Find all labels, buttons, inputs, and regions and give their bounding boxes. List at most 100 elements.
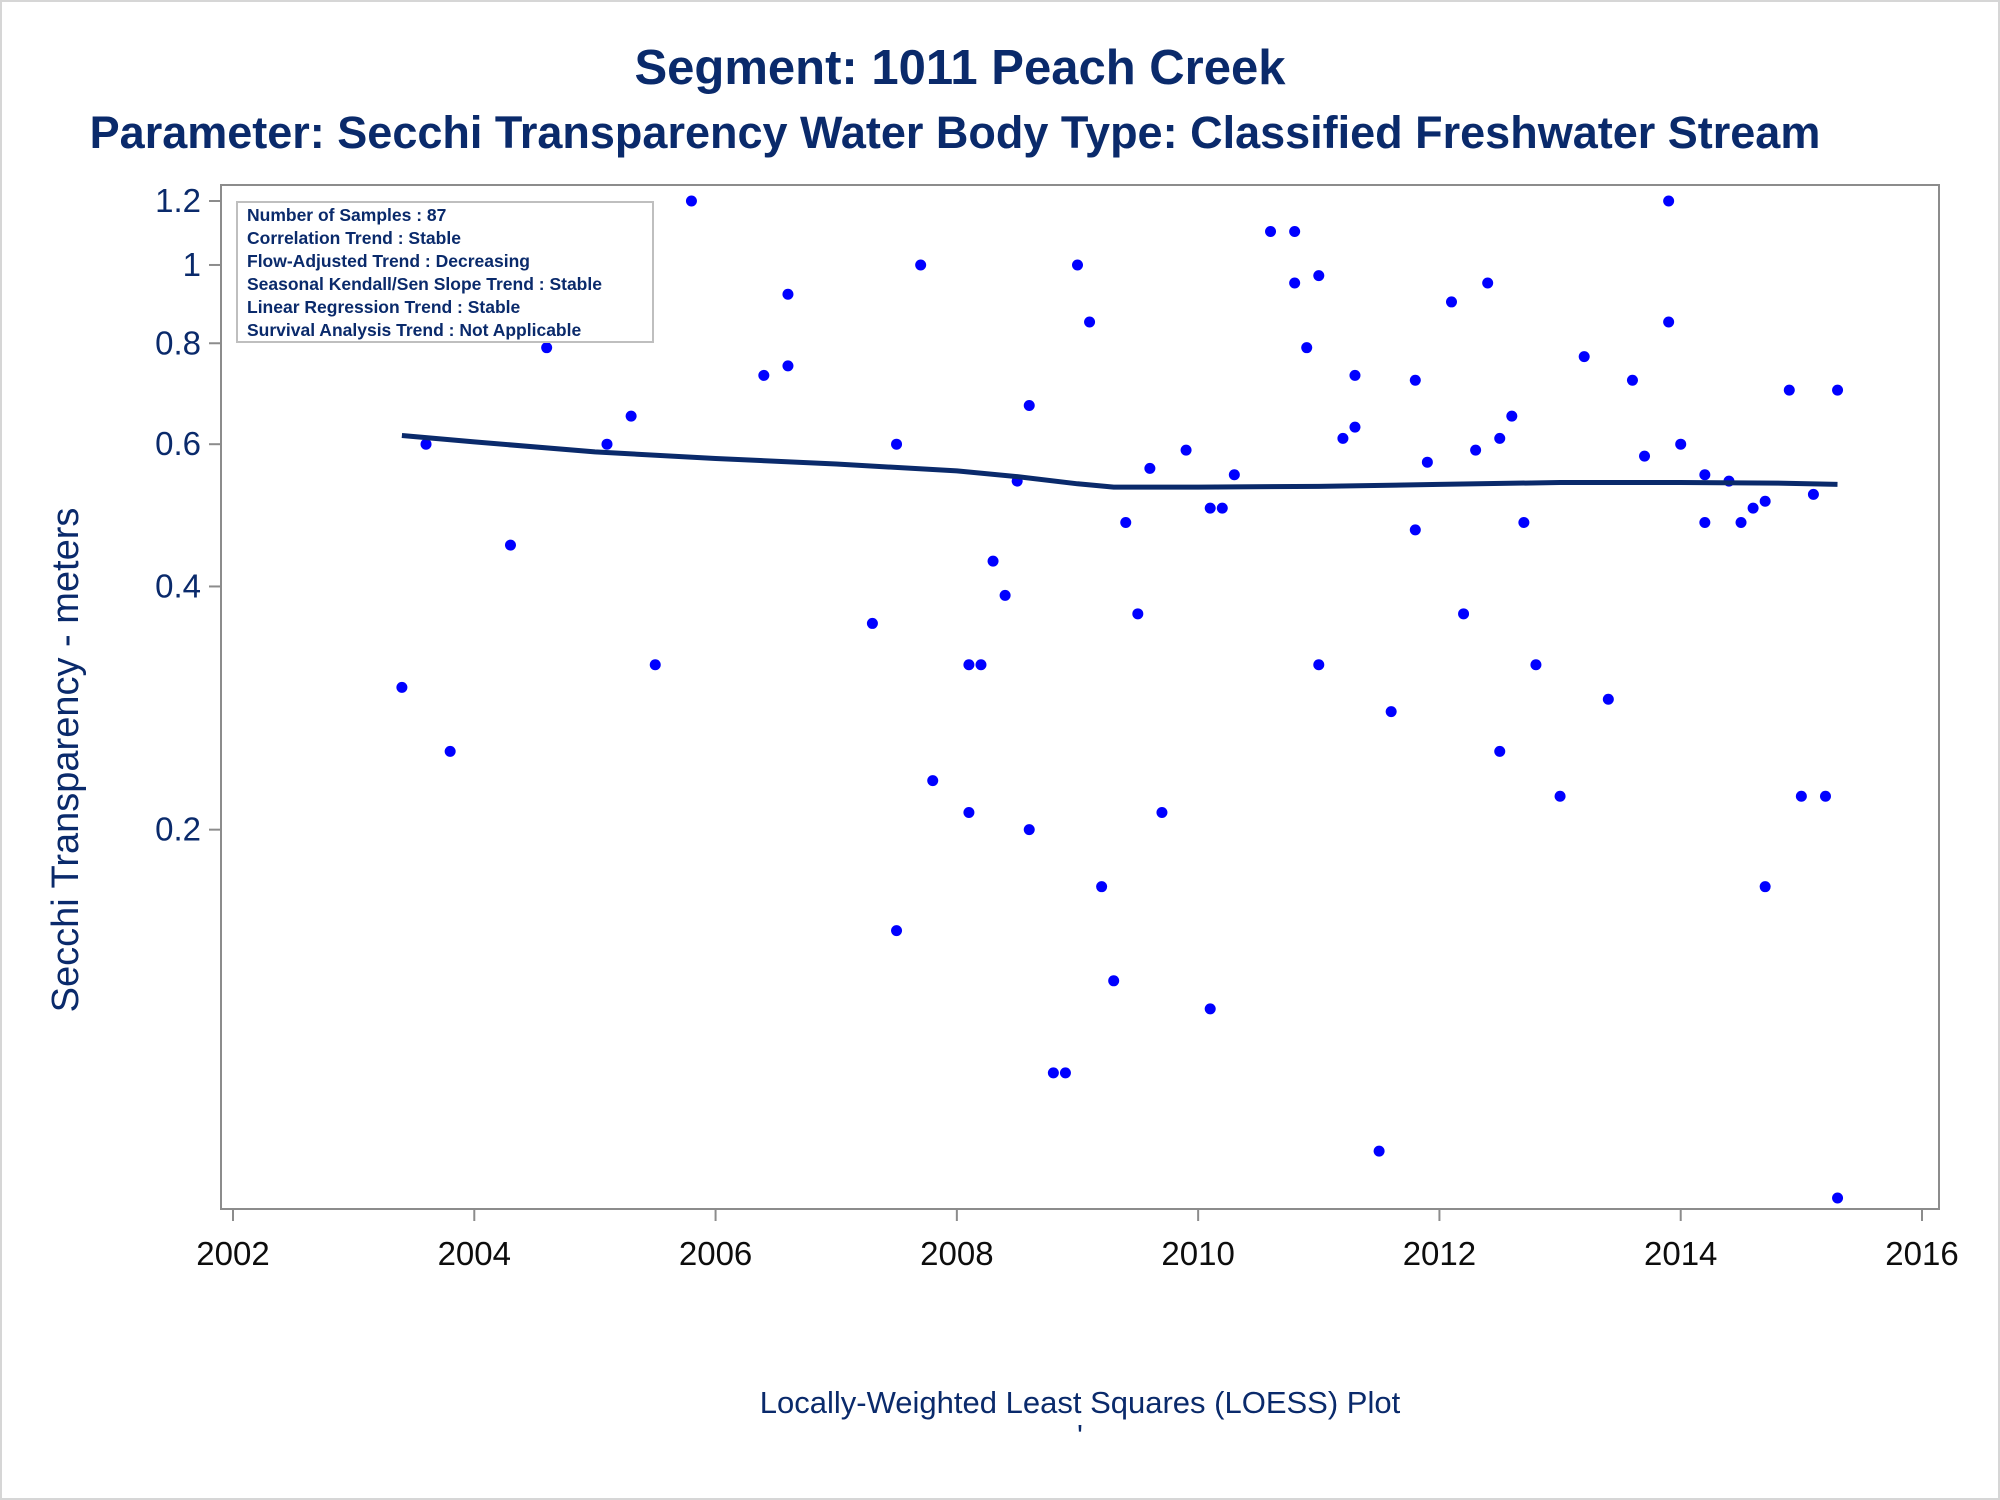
sample-point xyxy=(891,925,903,937)
y-tick-label: 1.2 xyxy=(155,182,201,219)
sample-point xyxy=(1084,316,1096,328)
sample-point xyxy=(1795,790,1807,802)
sample-point xyxy=(1132,608,1144,620)
sample-point xyxy=(1120,516,1132,528)
summary-survival-analysis-trend: Survival Analysis Trend : Not Applicable xyxy=(247,320,581,340)
sample-point xyxy=(975,659,987,671)
x-tick-label: 2012 xyxy=(1403,1235,1476,1272)
sample-point xyxy=(1289,277,1301,289)
sample-point xyxy=(1349,369,1361,381)
sample-point xyxy=(1458,608,1470,620)
sample-point xyxy=(1482,277,1494,289)
sample-point xyxy=(1204,502,1216,514)
footnote-mark: ' xyxy=(1077,1418,1083,1453)
sample-point xyxy=(1144,462,1156,474)
sample-point xyxy=(963,659,975,671)
sample-point xyxy=(1421,456,1433,468)
chart-subtitle: Parameter: Secchi Transparency Water Bod… xyxy=(90,107,1821,158)
sample-point xyxy=(782,288,794,300)
x-tick-label: 2002 xyxy=(196,1235,269,1272)
y-axis: 0.2 0.4 0.6 0.8 1 1.2 xyxy=(155,182,221,848)
sample-point xyxy=(1554,790,1566,802)
y-tick-label: 0.6 xyxy=(155,425,201,462)
sample-point xyxy=(891,438,903,450)
sample-point xyxy=(1578,351,1590,363)
y-tick-label: 0.2 xyxy=(155,811,201,848)
sample-point xyxy=(1783,384,1795,396)
sample-point xyxy=(758,369,770,381)
x-tick-label: 2004 xyxy=(438,1235,511,1272)
summary-correlation-trend: Correlation Trend : Stable xyxy=(247,228,461,248)
sample-point xyxy=(504,539,516,551)
sample-point xyxy=(1289,226,1301,238)
summary-sample-count: Number of Samples : 87 xyxy=(247,205,446,225)
x-tick-label: 2010 xyxy=(1161,1235,1234,1272)
sample-point xyxy=(1759,495,1771,507)
sample-point xyxy=(1204,1003,1216,1015)
sample-point xyxy=(1265,226,1277,238)
sample-point xyxy=(1373,1145,1385,1157)
sample-point xyxy=(541,342,553,354)
chart-title: Segment: 1011 Peach Creek xyxy=(635,41,1287,95)
trend-summary-box: Number of Samples : 87 Correlation Trend… xyxy=(236,201,654,343)
sample-point xyxy=(782,360,794,372)
sample-point xyxy=(1059,1067,1071,1079)
sample-point xyxy=(1747,502,1759,514)
footnote: Locally-Weighted Least Squares (LOESS) P… xyxy=(760,1385,1401,1420)
loess-curve xyxy=(401,433,1838,490)
sample-point xyxy=(915,259,927,271)
y-tick-label: 0.4 xyxy=(155,567,201,604)
x-axis: 2002 2004 2006 2008 2010 2012 2014 2016 xyxy=(196,1209,1959,1272)
sample-point xyxy=(1096,881,1108,893)
sample-point xyxy=(1602,693,1614,705)
sample-point xyxy=(1494,432,1506,444)
sample-point xyxy=(1663,316,1675,328)
sample-point xyxy=(420,438,432,450)
sample-point xyxy=(1626,374,1638,386)
sample-point xyxy=(1639,450,1651,462)
sample-point xyxy=(1494,745,1506,757)
summary-seasonal-kendall-trend: Seasonal Kendall/Sen Slope Trend : Stabl… xyxy=(247,274,602,294)
summary-linear-regression-trend: Linear Regression Trend : Stable xyxy=(247,297,521,317)
sample-point xyxy=(1156,807,1168,819)
sample-point xyxy=(1108,975,1120,987)
sample-point xyxy=(1180,444,1192,456)
sample-point xyxy=(1313,659,1325,671)
sample-point xyxy=(685,195,697,207)
x-tick-label: 2014 xyxy=(1644,1235,1717,1272)
sample-point xyxy=(987,555,999,567)
sample-point xyxy=(1301,342,1313,354)
sample-point xyxy=(396,681,408,693)
sample-point xyxy=(1409,524,1421,536)
sample-point xyxy=(1023,824,1035,836)
x-tick-label: 2016 xyxy=(1885,1235,1958,1272)
sample-points xyxy=(396,195,1844,1204)
summary-flow-adjusted-trend: Flow-Adjusted Trend : Decreasing xyxy=(247,251,530,271)
x-tick-label: 2008 xyxy=(920,1235,993,1272)
sample-point xyxy=(1047,1067,1059,1079)
sample-point xyxy=(1699,469,1711,481)
y-tick-label: 1 xyxy=(183,246,201,283)
sample-point xyxy=(1663,195,1675,207)
sample-point xyxy=(1216,502,1228,514)
sample-point xyxy=(1518,516,1530,528)
sample-point xyxy=(1735,516,1747,528)
sample-point xyxy=(1228,469,1240,481)
sample-point xyxy=(1023,399,1035,411)
y-axis-label: Secchi Transparency - meters xyxy=(45,508,87,1013)
sample-point xyxy=(1675,438,1687,450)
plot-area xyxy=(220,184,1940,1210)
sample-point xyxy=(1759,881,1771,893)
x-tick-label: 2006 xyxy=(679,1235,752,1272)
sample-point xyxy=(601,438,613,450)
sample-point xyxy=(1506,410,1518,422)
sample-point xyxy=(927,775,939,787)
sample-point xyxy=(1832,384,1844,396)
sample-point xyxy=(1445,296,1457,308)
sample-point xyxy=(444,745,456,757)
sample-point xyxy=(1072,259,1083,271)
sample-point xyxy=(1807,488,1819,500)
sample-point xyxy=(866,617,878,629)
sample-point xyxy=(1530,659,1542,671)
sample-point xyxy=(1470,444,1482,456)
